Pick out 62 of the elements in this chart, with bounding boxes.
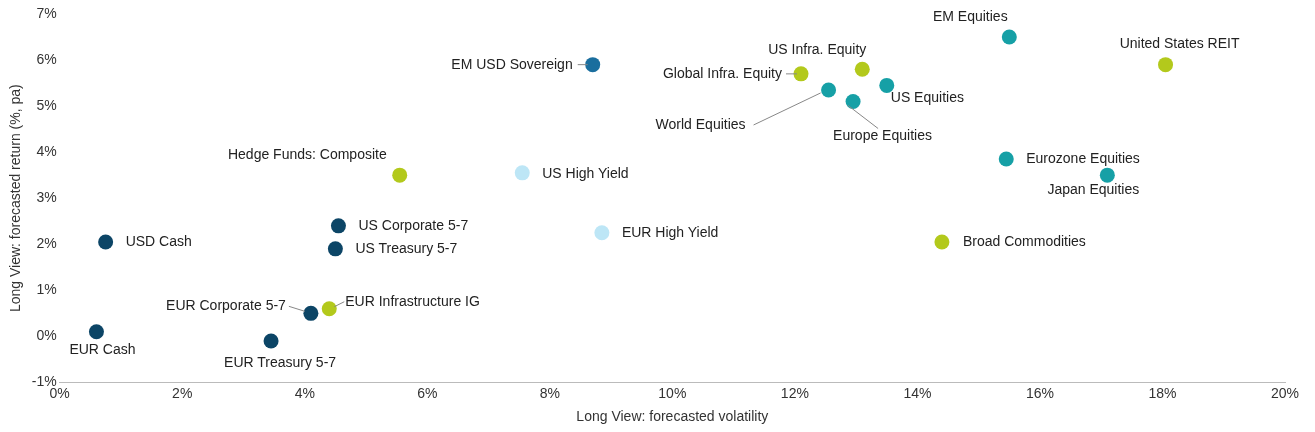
point xyxy=(793,66,809,82)
series-label: EUR High Yield xyxy=(621,223,719,240)
point xyxy=(998,151,1014,167)
series-label: Japan Equities xyxy=(1047,181,1140,198)
point xyxy=(98,234,114,250)
text: World Equities xyxy=(655,115,746,132)
point xyxy=(821,82,837,98)
y-tick-label: 5% xyxy=(36,96,57,113)
x-axis-title: Long View: forecasted volatility xyxy=(576,408,769,425)
x-tick-label: 10% xyxy=(658,384,687,401)
y-tick-label: 1% xyxy=(36,281,57,298)
series-label: US High Yield xyxy=(542,164,629,181)
x-tick-label: 12% xyxy=(780,384,809,401)
x-tick-label: 20% xyxy=(1270,384,1300,401)
point xyxy=(1001,29,1017,45)
series-label: USD Cash xyxy=(125,232,192,249)
series-label: EUR Corporate 5-7 xyxy=(166,297,287,314)
point xyxy=(879,77,895,93)
series-label: Eurozone Equities xyxy=(1026,149,1140,166)
x-tick-label: 16% xyxy=(1025,384,1054,401)
point xyxy=(514,165,530,181)
point xyxy=(1099,167,1115,183)
y-tick-label: 6% xyxy=(36,50,57,67)
series-label: EM USD Sovereign xyxy=(451,55,573,72)
point xyxy=(1158,57,1174,73)
x-tick-label: 14% xyxy=(903,384,932,401)
y-tick-label: 7% xyxy=(36,4,57,21)
series-label: United States REIT xyxy=(1119,34,1240,51)
x-tick-label: 4% xyxy=(294,384,315,401)
point xyxy=(327,241,343,257)
point xyxy=(392,167,408,183)
series-label: EUR Infrastructure IG xyxy=(345,292,480,309)
point xyxy=(934,234,950,250)
series-label: US Infra. Equity xyxy=(768,41,867,58)
series-label: Broad Commodities xyxy=(962,232,1086,249)
point xyxy=(594,225,610,241)
series-label: US Equities xyxy=(890,89,964,106)
point xyxy=(330,218,346,234)
point xyxy=(854,61,870,77)
x-tick-label: 18% xyxy=(1148,384,1177,401)
x-tick-label: 6% xyxy=(417,384,438,401)
series-label: US Corporate 5-7 xyxy=(358,216,469,233)
y-axis-title: Long View: forecasted return (%, pa) xyxy=(7,84,24,313)
point xyxy=(88,324,104,340)
series-label: EUR Treasury 5-7 xyxy=(224,353,337,370)
x-tick-label: 8% xyxy=(539,384,560,401)
series-label: EM Equities xyxy=(932,7,1008,24)
point xyxy=(263,333,279,349)
series-label: Europe Equities xyxy=(833,127,932,144)
y-tick-label: 3% xyxy=(36,189,57,206)
point xyxy=(321,301,337,317)
series-label: EUR Cash xyxy=(69,340,136,357)
series-label: Global Infra. Equity xyxy=(662,64,783,81)
point xyxy=(303,305,319,321)
series-label: Hedge Funds: Composite xyxy=(227,146,387,163)
point xyxy=(845,94,861,109)
x-tick-label: 2% xyxy=(172,384,193,401)
point xyxy=(585,57,601,73)
series-label: US Treasury 5-7 xyxy=(355,239,458,256)
y-tick-label: 0% xyxy=(36,327,57,344)
y-tick-label: 2% xyxy=(36,235,57,252)
y-tick-label: 4% xyxy=(36,143,57,160)
